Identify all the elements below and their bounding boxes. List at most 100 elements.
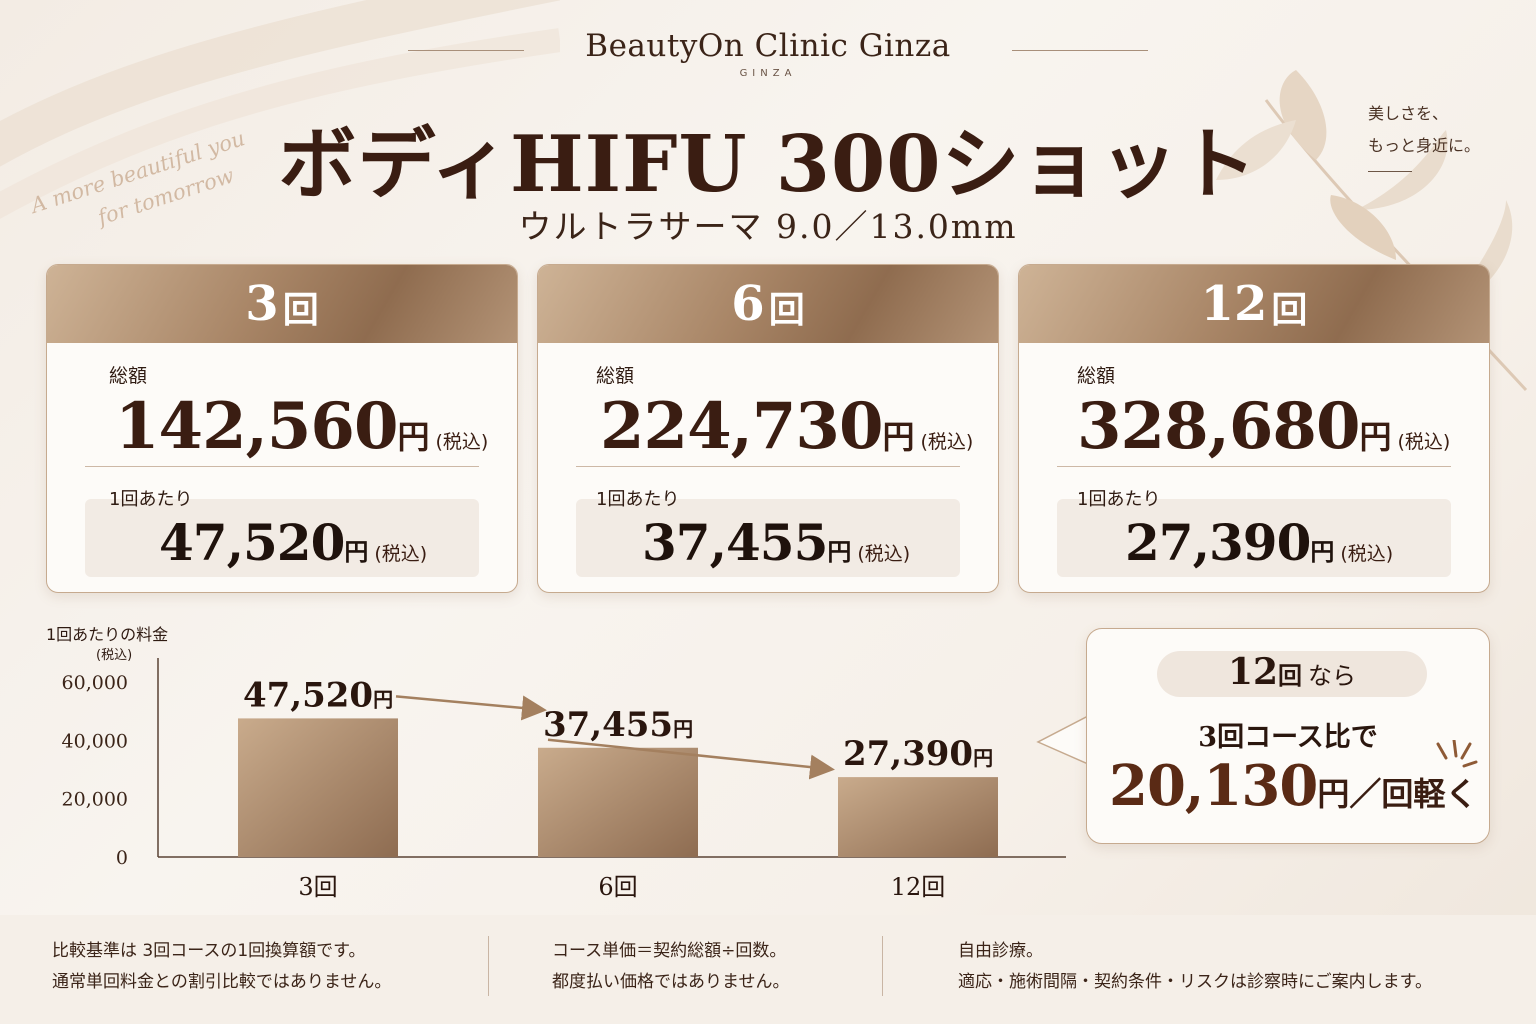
- footer-divider: [488, 936, 489, 996]
- y-tick-label: 60,000: [62, 672, 128, 694]
- yen-unit: 円: [1310, 537, 1335, 566]
- total-amount: 142,560: [115, 389, 398, 464]
- y-tick-label: 0: [116, 847, 128, 869]
- footer: [0, 915, 1536, 1024]
- callout-comparison: 3回コース比で: [1198, 722, 1378, 753]
- yen-unit: 円: [344, 537, 369, 566]
- total-price: 142,560円 (税込): [115, 389, 488, 464]
- footer-divider: [882, 936, 883, 996]
- catch-line-2: もっと身近に。: [1368, 136, 1481, 155]
- callout-savings: 20,130円／回軽く: [1109, 753, 1477, 819]
- catch-divider: [1368, 171, 1412, 172]
- tax-note: (税込): [857, 543, 911, 565]
- yen-unit: 円: [397, 418, 430, 456]
- footer-note-3: 自由診療。 適応・施術間隔・契約条件・リスクは診察時にご案内します。: [958, 936, 1432, 998]
- footer-note-2: コース単価＝契約総額÷回数。 都度払い価格ではありません。: [552, 936, 790, 998]
- total-price: 224,730円 (税込): [600, 389, 973, 464]
- total-price: 328,680円 (税込): [1077, 389, 1450, 464]
- card-divider: [1057, 466, 1451, 467]
- card-count: 12: [1200, 276, 1268, 332]
- per-session-label: 1回あたり: [596, 489, 680, 510]
- card-count-unit: 回: [1271, 289, 1308, 331]
- card-divider: [576, 466, 960, 467]
- footer-text: 自由診療。: [958, 941, 1043, 961]
- plan-card-12: 12 回 総額 328,680円 (税込) 1回あたり 27,390円 (税込): [1018, 264, 1490, 593]
- price-per-session-chart: 0 20,000 40,000 60,000 47,520円 3回 37,455円 6回 27,…: [62, 658, 1066, 901]
- page-subtitle: ウルトラサーマ 9.0／13.0mm: [518, 207, 1018, 246]
- x-category-label: 6回: [598, 873, 637, 901]
- footer-text: 適応・施術間隔・契約条件・リスクは診察時にご案内します。: [958, 972, 1432, 992]
- card-count-unit: 回: [282, 289, 319, 331]
- chart-unit-label: (税込): [96, 648, 133, 663]
- callout-pill: 12回 なら: [1157, 651, 1427, 697]
- per-session-amount: 47,520: [159, 513, 345, 572]
- tax-note: (税込): [374, 543, 428, 565]
- savings-callout: 12回 なら 3回コース比で 20,130円／回軽く: [1086, 628, 1490, 844]
- yen-unit: 円: [827, 537, 852, 566]
- per-session-price: 37,455円 (税込): [642, 513, 910, 572]
- sparkle-icon: [1436, 740, 1478, 768]
- x-category-label: 12回: [891, 873, 946, 901]
- footer-text: 比較基準は 3回コースの1回換算額です。: [52, 941, 366, 961]
- trend-arrow: [395, 695, 547, 721]
- per-session-amount: 37,455: [642, 513, 828, 572]
- header-line-right: [1012, 50, 1148, 51]
- callout-count: 12: [1227, 651, 1279, 693]
- per-session-box: [1057, 499, 1451, 577]
- footer-text: コース単価＝契約総額÷回数。: [552, 941, 787, 961]
- bar-value-label: 27,390円: [843, 734, 993, 774]
- total-amount: 224,730: [600, 389, 883, 464]
- total-label: 総額: [109, 365, 148, 387]
- header-line-left: [408, 50, 524, 51]
- chart-bar: [838, 777, 998, 857]
- chart-bar: [238, 718, 398, 857]
- total-amount: 328,680: [1077, 389, 1360, 464]
- y-tick-label: 20,000: [62, 789, 128, 811]
- bar-value-label: 37,455円: [543, 705, 693, 745]
- card-count: 3: [245, 276, 279, 332]
- catchphrase: 美しさを、 もっと身近に。: [1368, 98, 1480, 162]
- per-session-box: [85, 499, 479, 577]
- card-divider: [85, 466, 479, 467]
- tax-note: (税込): [435, 431, 489, 453]
- per-session-label: 1回あたり: [1077, 489, 1161, 510]
- callout-pointer: [1036, 715, 1088, 765]
- tax-note: (税込): [1340, 543, 1394, 565]
- callout-count-unit: 回: [1278, 661, 1303, 690]
- yen-unit: 円: [882, 418, 915, 456]
- card-header: 12 回: [1019, 265, 1489, 343]
- chart-title: 1回あたりの料金: [46, 625, 169, 644]
- chart-bar: [538, 747, 698, 857]
- bar-value-label: 47,520円: [243, 675, 393, 715]
- savings-suffix: 円／回軽く: [1317, 775, 1478, 813]
- savings-amount: 20,130: [1109, 753, 1318, 819]
- clinic-name: BeautyOn Clinic Ginza: [585, 28, 951, 64]
- card-count: 6: [731, 276, 765, 332]
- per-session-price: 47,520円 (税込): [159, 513, 427, 572]
- tax-note: (税込): [920, 431, 974, 453]
- total-label: 総額: [596, 365, 635, 387]
- yen-unit: 円: [1359, 418, 1392, 456]
- x-category-label: 3回: [298, 873, 337, 901]
- leaf-branch-decoration: [1216, 70, 1528, 392]
- tax-note: (税込): [1397, 431, 1451, 453]
- footer-text: 通常単回料金との割引比較ではありません。: [52, 972, 392, 992]
- per-session-box: [576, 499, 960, 577]
- y-tick-label: 40,000: [62, 730, 128, 752]
- callout-nara: なら: [1308, 662, 1357, 690]
- catch-line-1: 美しさを、: [1368, 104, 1449, 123]
- total-label: 総額: [1077, 365, 1116, 387]
- footer-text: 都度払い価格ではありません。: [552, 972, 790, 992]
- decorative-swoosh: [0, 0, 560, 219]
- trend-arrow: [547, 738, 835, 780]
- per-session-amount: 27,390: [1125, 513, 1311, 572]
- page-title: ボディHIFU 300ショット: [278, 119, 1258, 210]
- footer-note-1: 比較基準は 3回コースの1回換算額です。 通常単回料金との割引比較ではありません…: [52, 936, 391, 998]
- per-session-label: 1回あたり: [109, 489, 193, 510]
- per-session-price: 27,390円 (税込): [1125, 513, 1393, 572]
- clinic-location: GINZA: [739, 68, 797, 79]
